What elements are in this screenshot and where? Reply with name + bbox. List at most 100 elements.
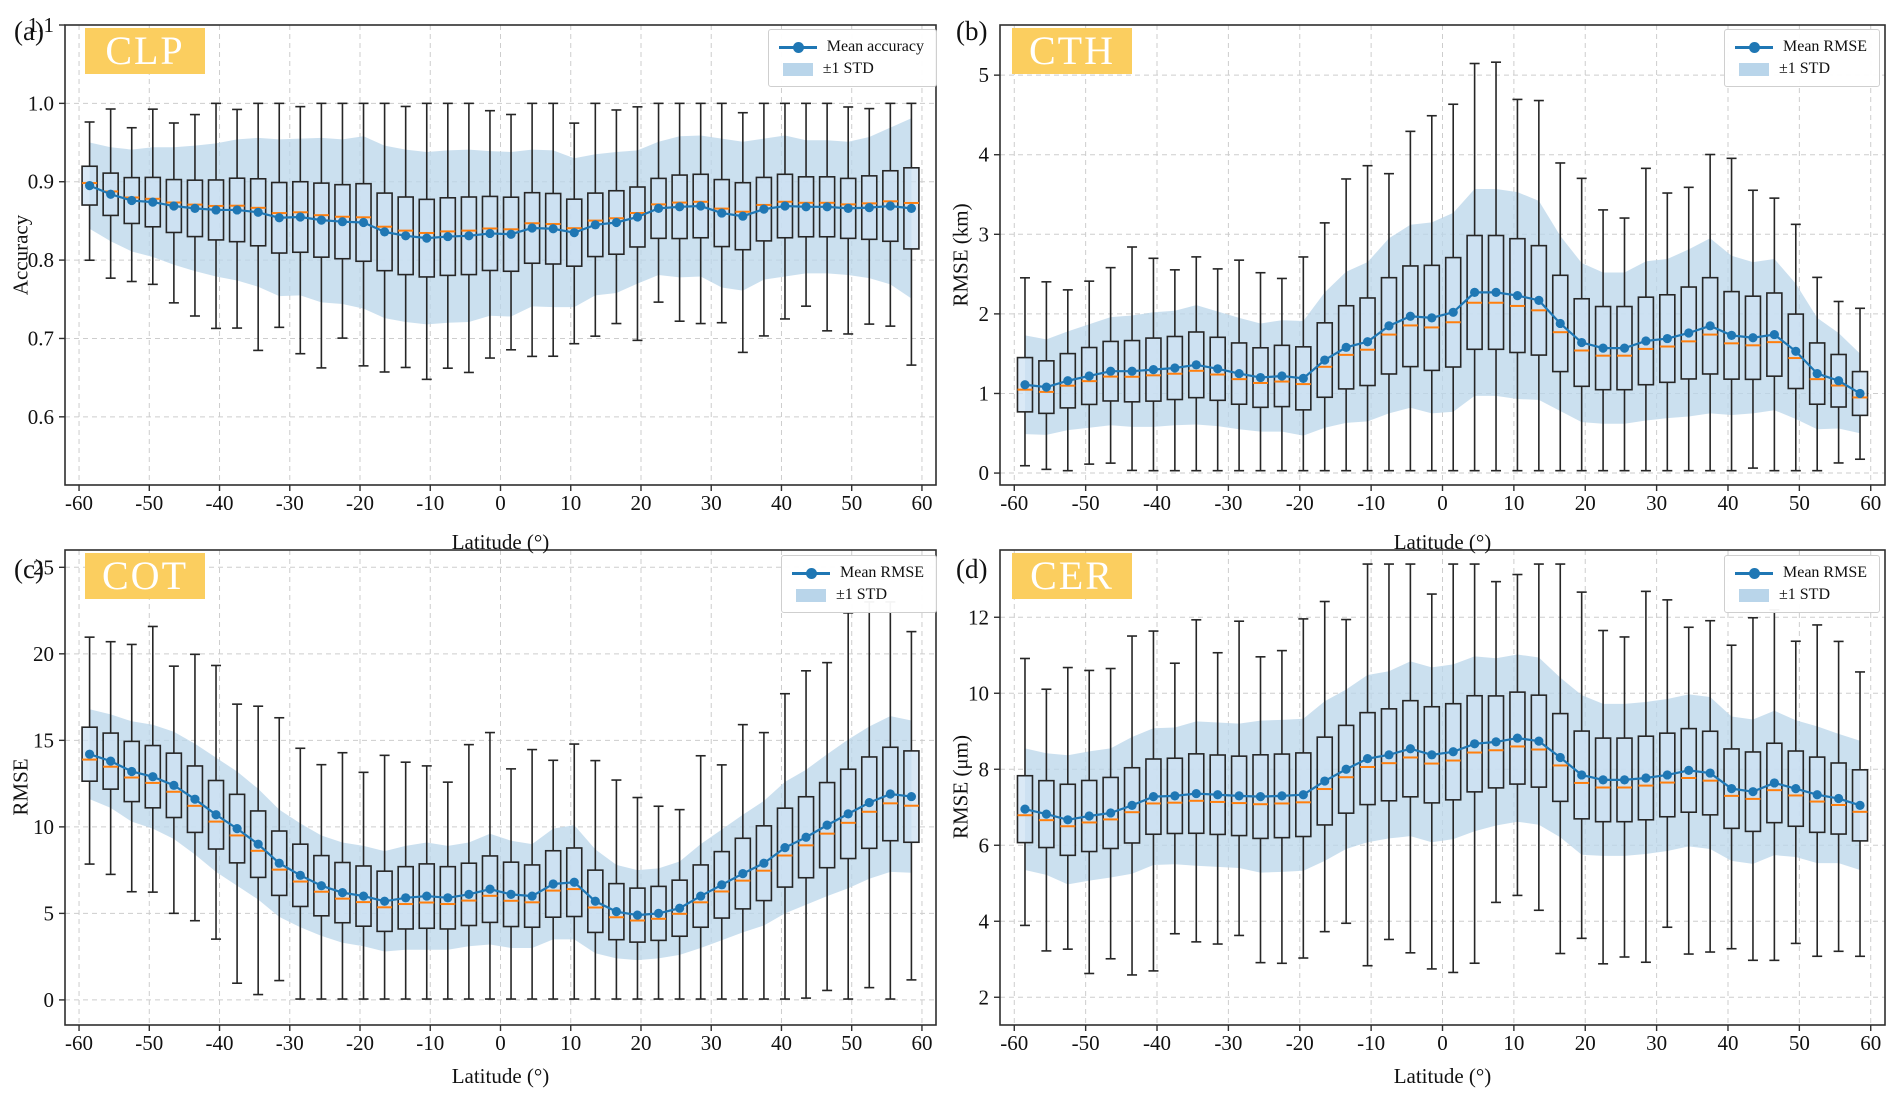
mean-dot-icon xyxy=(1749,567,1760,579)
svg-text:4: 4 xyxy=(979,143,990,167)
svg-text:-50: -50 xyxy=(1072,1031,1100,1055)
svg-text:10: 10 xyxy=(560,1031,581,1055)
std-band-marker xyxy=(796,588,826,602)
svg-text:50: 50 xyxy=(841,491,862,515)
svg-text:-20: -20 xyxy=(346,1031,374,1055)
svg-text:10: 10 xyxy=(1503,491,1524,515)
mean-line-marker xyxy=(778,41,817,53)
svg-text:20: 20 xyxy=(630,491,651,515)
svg-text:-40: -40 xyxy=(206,491,234,515)
panel-letter: (b) xyxy=(956,16,988,46)
svg-text:5: 5 xyxy=(979,63,990,87)
svg-text:20: 20 xyxy=(1575,1031,1596,1055)
svg-text:60: 60 xyxy=(911,1031,932,1055)
svg-text:0.9: 0.9 xyxy=(28,170,54,194)
legend: Mean RMSE ±1 STD xyxy=(1724,555,1880,613)
y-axis-label: Accuracy xyxy=(8,214,33,296)
svg-text:-10: -10 xyxy=(1357,491,1385,515)
panel-letter: (c) xyxy=(14,554,44,584)
svg-text:-40: -40 xyxy=(206,1031,234,1055)
svg-text:3: 3 xyxy=(979,222,990,246)
svg-text:8: 8 xyxy=(979,757,990,781)
legend-std-row: ±1 STD xyxy=(1735,58,1867,80)
svg-text:10: 10 xyxy=(33,815,54,839)
svg-text:60: 60 xyxy=(1860,491,1881,515)
plot-area-cer: -60 -50 -40 -30 -20 -10 0 10 20 30 40 50 60 2 4 6 8 10 12 xyxy=(968,549,1886,1055)
legend: Mean accuracy ±1 STD xyxy=(767,29,937,87)
svg-text:12: 12 xyxy=(968,605,989,629)
svg-text:1.1: 1.1 xyxy=(28,13,54,37)
panel-tag-cer: CER xyxy=(1012,553,1132,599)
plot-area-cth: -60 -50 -40 -30 -20 -10 0 10 20 30 40 50 60 0 1 2 3 4 5 xyxy=(979,24,1886,515)
svg-text:0: 0 xyxy=(979,461,990,485)
mean-dot-icon xyxy=(806,567,817,579)
svg-text:10: 10 xyxy=(968,681,989,705)
svg-text:1.0: 1.0 xyxy=(28,91,54,115)
svg-text:30: 30 xyxy=(1646,1031,1667,1055)
panel-tag-clp: CLP xyxy=(85,28,205,74)
svg-text:20: 20 xyxy=(1575,491,1596,515)
legend-std-label: ±1 STD xyxy=(1779,586,1831,603)
svg-text:20: 20 xyxy=(630,1031,651,1055)
svg-text:20: 20 xyxy=(33,642,54,666)
legend-std-row: ±1 STD xyxy=(1735,584,1867,606)
svg-text:-30: -30 xyxy=(1214,491,1242,515)
svg-text:-40: -40 xyxy=(1143,491,1171,515)
svg-text:-50: -50 xyxy=(135,491,163,515)
svg-text:60: 60 xyxy=(1860,1031,1881,1055)
svg-text:0: 0 xyxy=(1437,1031,1448,1055)
plot-area-clp: -60 -50 -40 -30 -20 -10 0 10 20 30 40 50 60 0.6 0.7 0.8… xyxy=(28,13,937,515)
panel-letter: (a) xyxy=(14,16,44,46)
svg-text:15: 15 xyxy=(33,728,54,752)
svg-text:30: 30 xyxy=(701,1031,722,1055)
legend: Mean RMSE ±1 STD xyxy=(1724,29,1880,87)
svg-text:-30: -30 xyxy=(276,1031,304,1055)
legend-mean-label: Mean RMSE xyxy=(1783,564,1867,581)
svg-text:-10: -10 xyxy=(1357,1031,1385,1055)
legend-mean-label: Mean RMSE xyxy=(840,564,924,581)
svg-text:5: 5 xyxy=(44,901,55,925)
svg-text:0: 0 xyxy=(495,1031,506,1055)
svg-text:40: 40 xyxy=(771,1031,792,1055)
mean-dot-icon xyxy=(792,41,804,53)
mean-line-marker xyxy=(1735,41,1773,53)
legend-std-label: ±1 STD xyxy=(1779,60,1831,77)
svg-text:-20: -20 xyxy=(346,491,374,515)
svg-text:-40: -40 xyxy=(1143,1031,1171,1055)
svg-text:-20: -20 xyxy=(1286,491,1314,515)
svg-text:30: 30 xyxy=(1646,491,1667,515)
svg-text:-10: -10 xyxy=(416,491,444,515)
svg-text:60: 60 xyxy=(911,491,932,515)
legend-std-label: ±1 STD xyxy=(836,586,888,603)
x-axis-label: Latitude (°) xyxy=(1393,530,1492,554)
panel-tag-cot: COT xyxy=(85,553,205,599)
legend-mean-row: Mean RMSE xyxy=(1735,36,1867,58)
svg-text:40: 40 xyxy=(1717,1031,1738,1055)
svg-text:0.6: 0.6 xyxy=(28,405,54,429)
svg-text:-30: -30 xyxy=(276,491,304,515)
panel-letter: (d) xyxy=(956,554,988,584)
svg-text:-10: -10 xyxy=(416,1031,444,1055)
y-axis-label: RMSE xyxy=(8,758,33,816)
legend-mean-row: Mean RMSE xyxy=(792,562,924,584)
svg-text:2: 2 xyxy=(979,302,990,326)
svg-text:0: 0 xyxy=(495,491,506,515)
legend-std-row: ±1 STD xyxy=(779,58,924,80)
mean-dot-icon xyxy=(1749,41,1760,53)
svg-text:50: 50 xyxy=(1789,1031,1810,1055)
x-axis-label: Latitude (°) xyxy=(451,1064,550,1088)
panel-tag-cth: CTH xyxy=(1012,28,1132,74)
svg-text:4: 4 xyxy=(979,909,990,933)
mean-line-marker xyxy=(792,567,830,579)
y-axis-label: RMSE (km) xyxy=(948,203,973,307)
std-band-marker xyxy=(1739,588,1769,602)
panel-b: -60 -50 -40 -30 -20 -10 0 10 20 30 40 50 60 0 1 2 3 4 5 (b… xyxy=(946,0,1892,554)
legend-std-label: ±1 STD xyxy=(822,60,874,77)
legend-std-row: ±1 STD xyxy=(792,584,924,606)
svg-text:-60: -60 xyxy=(65,1031,93,1055)
svg-text:50: 50 xyxy=(1789,491,1810,515)
svg-text:0: 0 xyxy=(44,988,55,1012)
svg-text:0: 0 xyxy=(1437,491,1448,515)
svg-text:10: 10 xyxy=(1503,1031,1524,1055)
